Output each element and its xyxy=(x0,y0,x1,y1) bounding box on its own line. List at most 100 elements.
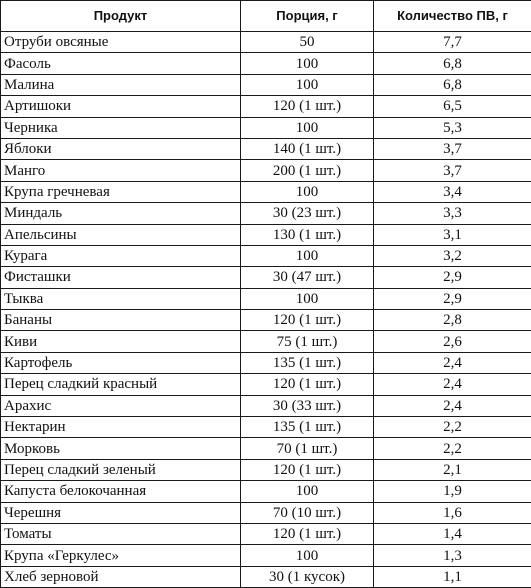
portion-cell: 100 xyxy=(241,53,374,74)
portion-cell: 100 xyxy=(241,545,374,566)
product-cell: Малина xyxy=(1,74,241,95)
portion-cell: 75 (1 шт.) xyxy=(241,331,374,352)
fiber-cell: 3,7 xyxy=(374,160,531,181)
portion-cell: 70 (1 шт.) xyxy=(241,438,374,459)
table-header: Продукт Порция, г Количество ПВ, г xyxy=(1,1,531,32)
product-cell: Морковь xyxy=(1,438,241,459)
fiber-cell: 2,6 xyxy=(374,331,531,352)
portion-cell: 130 (1 шт.) xyxy=(241,224,374,245)
product-cell: Миндаль xyxy=(1,203,241,224)
portion-cell: 200 (1 шт.) xyxy=(241,160,374,181)
portion-cell: 100 xyxy=(241,288,374,309)
product-cell: Картофель xyxy=(1,352,241,373)
portion-cell: 100 xyxy=(241,245,374,266)
fiber-cell: 2,4 xyxy=(374,374,531,395)
product-cell: Капуста белокочанная xyxy=(1,481,241,502)
portion-cell: 70 (10 шт.) xyxy=(241,502,374,523)
product-cell: Киви xyxy=(1,331,241,352)
portion-cell: 140 (1 шт.) xyxy=(241,138,374,159)
fiber-cell: 6,8 xyxy=(374,74,531,95)
product-cell: Черешня xyxy=(1,502,241,523)
product-cell: Крупа гречневая xyxy=(1,181,241,202)
product-cell: Артишоки xyxy=(1,96,241,117)
product-cell: Отруби овсяные xyxy=(1,32,241,53)
product-cell: Черника xyxy=(1,117,241,138)
product-cell: Томаты xyxy=(1,523,241,544)
fiber-cell: 3,3 xyxy=(374,203,531,224)
product-cell: Перец сладкий красный xyxy=(1,374,241,395)
product-cell: Хлеб зерновой xyxy=(1,566,241,587)
product-cell: Перец сладкий зеленый xyxy=(1,459,241,480)
fiber-cell: 2,9 xyxy=(374,267,531,288)
fiber-cell: 7,7 xyxy=(374,32,531,53)
fiber-cell: 6,8 xyxy=(374,53,531,74)
fiber-cell: 2,9 xyxy=(374,288,531,309)
fiber-cell: 6,5 xyxy=(374,96,531,117)
portion-cell: 50 xyxy=(241,32,374,53)
fiber-cell: 1,3 xyxy=(374,545,531,566)
portion-cell: 135 (1 шт.) xyxy=(241,417,374,438)
portion-cell: 120 (1 шт.) xyxy=(241,459,374,480)
product-cell: Арахис xyxy=(1,395,241,416)
fiber-cell: 2,1 xyxy=(374,459,531,480)
portion-cell: 120 (1 шт.) xyxy=(241,310,374,331)
product-cell: Бананы xyxy=(1,310,241,331)
portion-cell: 30 (23 шт.) xyxy=(241,203,374,224)
portion-cell: 30 (33 шт.) xyxy=(241,395,374,416)
product-cell: Курага xyxy=(1,245,241,266)
fiber-cell: 1,4 xyxy=(374,523,531,544)
product-cell: Нектарин xyxy=(1,417,241,438)
header-row: Продукт Порция, г Количество ПВ, г xyxy=(1,1,531,32)
fiber-cell: 2,2 xyxy=(374,438,531,459)
portion-cell: 30 (1 кусок) xyxy=(241,566,374,587)
fiber-cell: 1,9 xyxy=(374,481,531,502)
portion-cell: 30 (47 шт.) xyxy=(241,267,374,288)
fiber-cell: 3,7 xyxy=(374,138,531,159)
fiber-cell: 3,2 xyxy=(374,245,531,266)
product-cell: Крупа «Геркулес» xyxy=(1,545,241,566)
fiber-cell: 3,4 xyxy=(374,181,531,202)
fiber-cell: 2,4 xyxy=(374,395,531,416)
product-cell: Фисташки xyxy=(1,267,241,288)
portion-cell: 100 xyxy=(241,481,374,502)
fiber-cell: 2,4 xyxy=(374,352,531,373)
fiber-cell: 2,2 xyxy=(374,417,531,438)
product-cell: Апельсины xyxy=(1,224,241,245)
portion-cell: 120 (1 шт.) xyxy=(241,523,374,544)
portion-cell: 120 (1 шт.) xyxy=(241,374,374,395)
header-product: Продукт xyxy=(1,1,241,32)
portion-cell: 100 xyxy=(241,117,374,138)
portion-cell: 120 (1 шт.) xyxy=(241,96,374,117)
product-cell: Тыква xyxy=(1,288,241,309)
product-cell: Яблоки xyxy=(1,138,241,159)
fiber-cell: 5,3 xyxy=(374,117,531,138)
fiber-cell: 2,8 xyxy=(374,310,531,331)
portion-cell: 100 xyxy=(241,181,374,202)
fiber-cell: 1,1 xyxy=(374,566,531,587)
